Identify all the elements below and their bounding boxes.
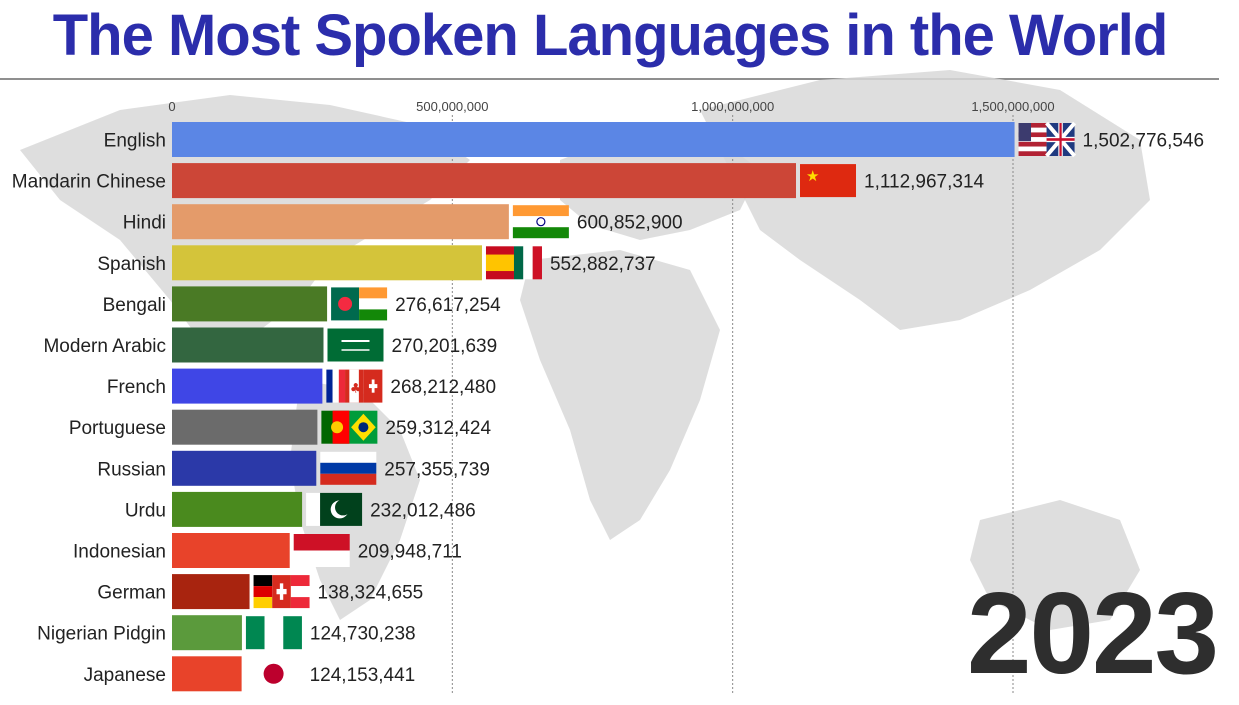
bar-row: Urdu 232,012,486 [125, 491, 476, 527]
bar [172, 491, 303, 527]
category-label: Spanish [97, 254, 166, 275]
bar [172, 122, 1015, 157]
bar-row: Indonesian 209,948,711 [73, 533, 462, 568]
russia-flag [320, 451, 377, 485]
value-label: 259,312,424 [385, 418, 491, 439]
map-landmass [520, 250, 720, 540]
nigeria-flag [245, 616, 302, 650]
portugal-brazil-flag [321, 410, 378, 444]
bar-row: Spanish 552,882,737 [97, 245, 656, 281]
value-label: 138,324,655 [318, 583, 424, 604]
value-label: 257,355,739 [384, 459, 490, 480]
germany-swiss-austria-flag [253, 575, 310, 609]
france-canada-swiss-flag: ♣ [326, 369, 383, 403]
category-label: Modern Arabic [43, 336, 166, 357]
x-tick-label: 0 [168, 99, 175, 114]
category-label: Bengali [103, 295, 166, 316]
value-label: 124,153,441 [310, 665, 416, 686]
chart-title: The Most Spoken Languages in the World [52, 3, 1169, 68]
value-label: 552,882,737 [550, 254, 656, 275]
bar-row: Russian 257,355,739 [97, 450, 490, 486]
category-label: Portuguese [69, 418, 166, 439]
bar-row: Japanese 124,153,441 [84, 656, 416, 692]
indonesia-flag [293, 534, 350, 567]
bar [172, 368, 323, 404]
bar-row: French ♣ 268,212,480 [107, 368, 496, 404]
spain-mexico-flag [485, 246, 542, 280]
value-label: 270,201,639 [391, 336, 497, 357]
bar-row: Bengali 276,617,254 [103, 286, 501, 322]
saudi-flag [327, 328, 384, 362]
value-label: 276,617,254 [395, 295, 501, 316]
bar [172, 286, 328, 322]
category-label: Russian [97, 459, 166, 480]
bars: English 1,502,776,546 Mandarin Chinese ★ 1,1… [12, 121, 1205, 692]
svg-text:★: ★ [806, 167, 819, 185]
bar [172, 615, 242, 651]
svg-text:♣: ♣ [350, 382, 362, 397]
bar-row: Hindi 600,852,900 [123, 204, 683, 240]
bar [172, 574, 250, 610]
bar-row: Portuguese 259,312,424 [69, 409, 491, 445]
usa-uk-flag [1018, 121, 1077, 158]
category-label: Japanese [84, 665, 166, 686]
category-label: English [104, 131, 166, 152]
pakistan-flag [306, 492, 363, 526]
category-label: Mandarin Chinese [12, 172, 166, 193]
value-label: 124,730,238 [310, 624, 416, 645]
value-label: 268,212,480 [390, 377, 496, 398]
bar-row: Modern Arabic 270,201,639 [43, 327, 497, 363]
bangladesh-india-flag [331, 287, 388, 321]
category-label: Hindi [123, 213, 166, 234]
category-label: Urdu [125, 500, 166, 521]
category-label: German [97, 583, 166, 604]
japan-flag [245, 657, 302, 691]
bar [172, 204, 509, 240]
x-axis-ticks: 0 500,000,000 1,000,000,000 1,500,000,000 [168, 99, 1054, 114]
category-label: Indonesian [73, 542, 166, 563]
year-label: 2023 [966, 568, 1219, 698]
bar-row: German 138,324,655 [97, 574, 424, 610]
bar [172, 450, 317, 486]
bar [172, 656, 242, 692]
category-label: Nigerian Pidgin [37, 624, 166, 645]
bar-row: Mandarin Chinese ★ 1,112,967,314 [12, 163, 985, 199]
bar-row: Nigerian Pidgin 124,730,238 [37, 615, 416, 651]
bar [172, 409, 318, 445]
bar [172, 163, 797, 199]
x-tick-label: 1,500,000,000 [971, 99, 1054, 114]
value-label: 209,948,711 [358, 542, 462, 563]
bar [172, 533, 290, 568]
category-label: French [107, 377, 166, 398]
bar-row: English 1,502,776,546 [104, 121, 1205, 158]
x-tick-label: 1,000,000,000 [691, 99, 774, 114]
china-flag: ★ [800, 164, 857, 198]
x-tick-label: 500,000,000 [416, 99, 488, 114]
bar [172, 245, 482, 281]
value-label: 1,502,776,546 [1083, 131, 1205, 152]
value-label: 1,112,967,314 [864, 172, 985, 193]
value-label: 600,852,900 [577, 213, 683, 234]
bar [172, 327, 324, 363]
title-divider [0, 78, 1219, 80]
value-label: 232,012,486 [370, 500, 476, 521]
india-flag [512, 205, 569, 239]
